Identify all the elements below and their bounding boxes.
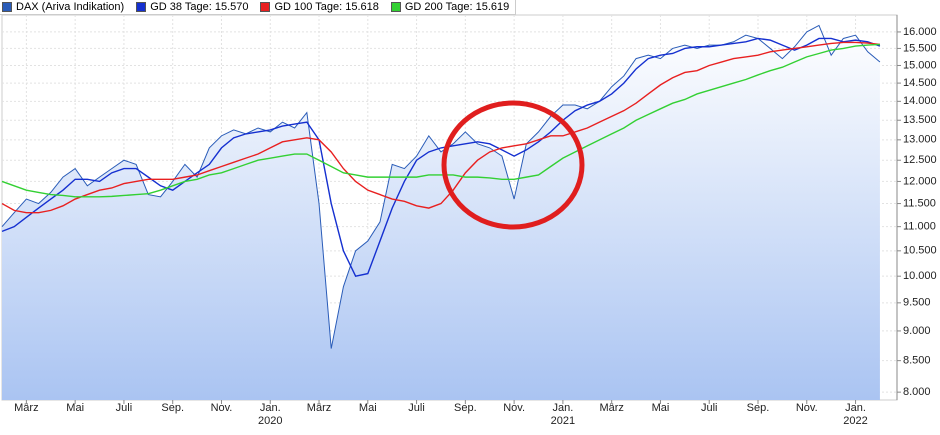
x-tick-label: Sep. — [454, 402, 477, 414]
x-tick-label: Mai — [66, 402, 85, 414]
legend-label: DAX (Ariva Indikation) — [16, 1, 125, 13]
legend-item: GD 200 Tage: 15.619 — [390, 1, 510, 13]
series-area — [2, 25, 880, 400]
legend-label: GD 100 Tage: 15.618 — [274, 1, 379, 13]
y-tick-label: 14.500 — [903, 77, 937, 89]
y-tick-label: 10.500 — [903, 245, 937, 257]
x-tick-label: Nov. — [795, 402, 818, 414]
series-line — [1, 24, 881, 349]
y-tick-label: 10.000 — [903, 270, 937, 282]
highlight-circle — [441, 100, 585, 230]
x-tick-label: März — [14, 402, 39, 414]
legend-item: GD 38 Tage: 15.570 — [136, 1, 248, 13]
x-tick-label: Juli — [700, 402, 718, 414]
y-tick-label: 15.000 — [903, 59, 937, 71]
legend-item: GD 100 Tage: 15.618 — [260, 1, 379, 13]
y-tick-label: 12.500 — [903, 154, 937, 166]
x-tick-label: Mai — [358, 402, 377, 414]
y-tick-label: 16.000 — [903, 26, 937, 38]
x-tick-label: Sep. — [161, 402, 185, 414]
x-tick-label: Nov. — [503, 402, 526, 414]
x-tick-label: März — [306, 402, 332, 414]
x-tick-label: Mai — [651, 402, 670, 414]
y-tick-label: 9.000 — [903, 325, 931, 337]
y-tick-label: 11.000 — [903, 221, 936, 233]
y-tick-label: 15.500 — [903, 42, 937, 54]
x-tick-label: Sep. — [746, 402, 770, 414]
legend-label: GD 200 Tage: 15.619 — [404, 1, 510, 13]
y-tick-label: 12.000 — [903, 175, 937, 187]
y-tick-label: 13.000 — [903, 134, 937, 146]
x-tick-label: März — [599, 402, 624, 414]
y-tick-label: 13.500 — [903, 114, 937, 126]
x-tick-label: Jan. 2022 — [843, 402, 868, 427]
legend-swatch — [136, 2, 147, 12]
x-tick-label: Jan. 2021 — [550, 402, 576, 427]
series-line — [1, 41, 881, 214]
legend-swatch — [260, 2, 271, 12]
series-line — [1, 43, 880, 198]
x-tick-label: Jan. 2020 — [258, 402, 283, 427]
x-tick-label: Nov. — [210, 402, 233, 414]
y-tick-label: 8.000 — [903, 386, 931, 398]
x-tick-label: Juli — [408, 402, 425, 414]
x-tick-label: Juli — [115, 402, 133, 414]
y-tick-label: 8.500 — [903, 355, 931, 367]
y-tick-label: 9.500 — [903, 297, 931, 309]
series-line — [1, 37, 881, 277]
legend-swatch — [2, 2, 12, 12]
legend: DAX (Ariva Indikation) GD 38 Tage: 15.570… — [0, 0, 517, 15]
y-tick-label: 11.500 — [903, 197, 936, 209]
legend-swatch — [390, 2, 401, 12]
legend-item: DAX (Ariva Indikation) — [2, 1, 124, 13]
y-tick-label: 14.000 — [903, 95, 937, 107]
legend-label: GD 38 Tage: 15.570 — [150, 1, 249, 13]
